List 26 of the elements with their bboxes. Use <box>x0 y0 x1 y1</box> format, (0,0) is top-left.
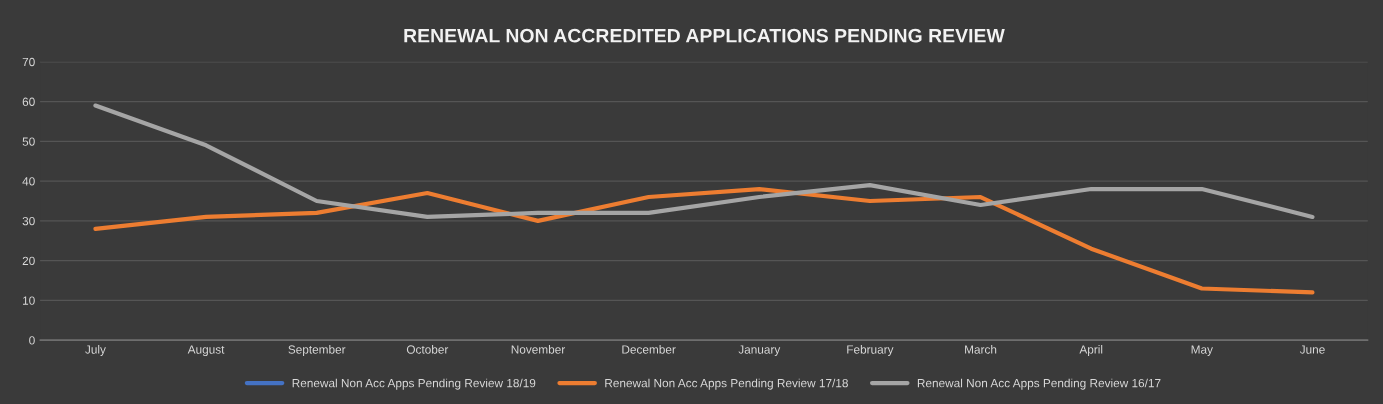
x-tick-label: December <box>622 345 676 354</box>
legend-label: Renewal Non Acc Apps Pending Review 16/17 <box>917 378 1161 390</box>
x-tick-label: October <box>406 345 449 354</box>
x-tick-label: May <box>1191 345 1213 357</box>
x-tick-label: November <box>511 345 566 354</box>
y-tick-label: 60 <box>22 97 35 106</box>
y-tick-label: 50 <box>22 137 35 146</box>
legend-label: Renewal Non Acc Apps Pending Review 18/19 <box>292 378 536 390</box>
x-tick-label: August <box>187 345 225 357</box>
y-tick-label: 0 <box>29 336 35 345</box>
y-tick-label: 10 <box>23 296 35 305</box>
y-tick-label: 70 <box>22 57 35 67</box>
y-tick-label: 30 <box>22 216 35 226</box>
x-tick-label: April <box>1079 345 1103 357</box>
x-tick-label: July <box>85 345 106 357</box>
x-tick-label: March <box>965 345 997 354</box>
line-series <box>93 103 1315 219</box>
y-tick-label: 40 <box>22 177 35 186</box>
legend-label: Renewal Non Acc Apps Pending Review 17/18 <box>605 378 848 390</box>
x-tick-label: June <box>1299 345 1325 354</box>
x-tick-label: September <box>288 345 346 357</box>
y-tick-label: 20 <box>22 256 35 266</box>
chart-title: RENEWAL NON ACCREDITED APPLICATIONS PENDING REVIEW <box>404 28 1005 43</box>
line-series <box>93 186 1315 295</box>
x-tick-label: January <box>738 345 781 357</box>
x-tick-label: February <box>847 345 894 357</box>
